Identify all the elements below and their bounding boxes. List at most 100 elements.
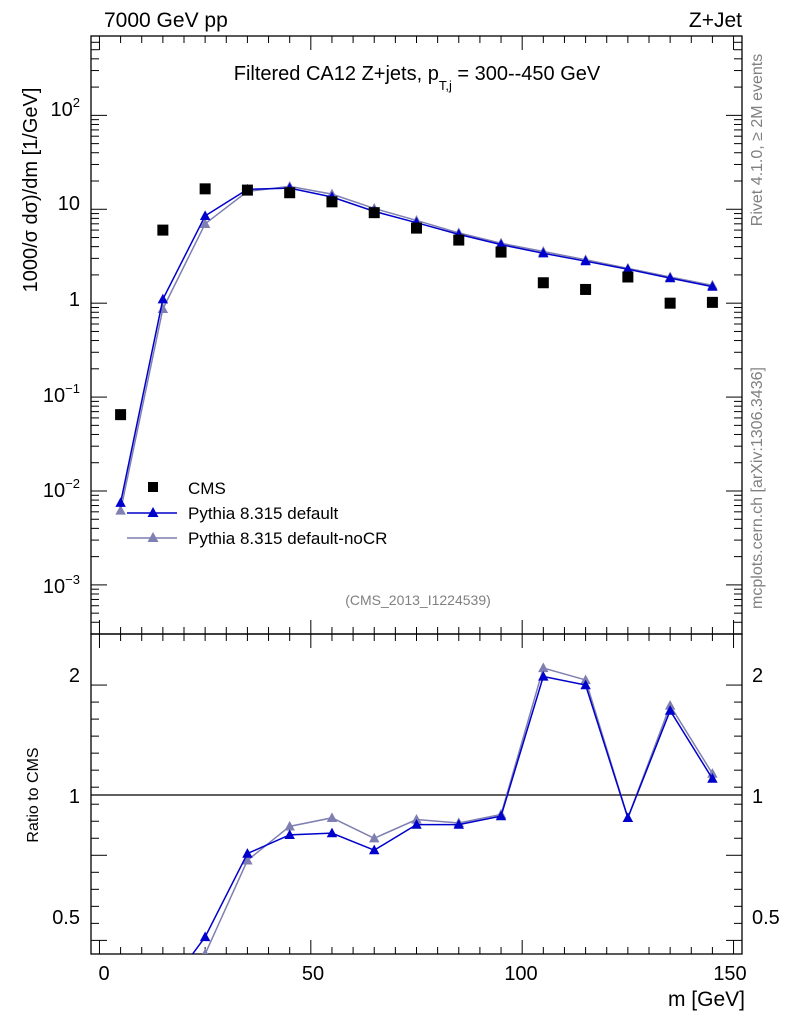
y-tick-base: 1: [69, 289, 80, 311]
ratio-series-layer: [115, 662, 718, 1014]
title-subscript: T,j: [439, 78, 452, 93]
series-marker-ratio: [242, 848, 253, 858]
cms-data-point: [326, 196, 338, 208]
ratio-panel-frame: [90, 633, 743, 955]
y-tick-label: 10: [58, 193, 80, 215]
x-axis-label: m [GeV]: [668, 988, 745, 1011]
legend-marker-cms: [148, 482, 158, 492]
series-marker-ratio: [158, 989, 168, 999]
series-marker-main: [664, 272, 676, 283]
y-tick-base: 10: [51, 99, 73, 121]
chart-title: Filtered CA12 Z+jets, pT,j = 300--450 Ge…: [234, 63, 601, 93]
header-right: Z+Jet: [689, 9, 742, 32]
series-marker-ratio: [326, 827, 338, 838]
cms-data-point: [622, 271, 634, 283]
title-main: Filtered CA12 Z+jets, p: [234, 63, 439, 85]
series-marker-ratio: [199, 931, 211, 942]
y-tick-label: 10−2: [43, 476, 80, 502]
ratio-tick-label-right: 2: [752, 665, 763, 687]
series-marker-ratio: [115, 1000, 125, 1010]
series-marker-main: [707, 281, 718, 291]
y-tick-label: 10−1: [43, 381, 80, 407]
series-marker-ratio: [284, 829, 295, 839]
series-marker-main: [495, 239, 507, 249]
y-tick-label: 10−3: [43, 572, 80, 598]
y-tick-base: 10: [43, 385, 65, 407]
y-tick-exp: −1: [65, 381, 80, 396]
cms-data-point: [495, 246, 507, 258]
x-tick-label: 100: [504, 963, 537, 985]
series-marker-main: [622, 263, 634, 274]
series-marker-ratio: [495, 810, 507, 821]
series-marker-ratio: [284, 820, 295, 831]
y-tick-label: 102: [51, 95, 80, 121]
x-tick-label: 150: [713, 963, 746, 985]
title-tail: = 300--450 GeV: [452, 63, 601, 85]
series-marker-ratio: [538, 662, 549, 673]
side-label-rivet: Rivet 4.1.0, ≥ 2M events: [749, 54, 766, 226]
series-marker-ratio: [158, 995, 168, 1005]
ratio-tick-label-right: 1: [752, 786, 763, 808]
y-tick-exp: 2: [73, 95, 80, 110]
series-marker-ratio: [453, 819, 464, 829]
series-marker-main: [157, 293, 169, 304]
series-marker-main: [115, 497, 126, 507]
cms-data-point: [199, 183, 211, 195]
series-line-main: [119, 185, 713, 511]
series-marker-ratio: [664, 705, 676, 715]
y-tick-base: 10: [43, 576, 65, 598]
series-marker-ratio: [369, 832, 380, 843]
y-tick-exp: −3: [65, 572, 80, 587]
series-marker-ratio: [622, 812, 634, 822]
cms-data-point: [706, 296, 718, 308]
axis-ticks: [91, 35, 742, 954]
legend-label-default: Pythia 8.315 default: [188, 504, 339, 523]
series-line-ratio: [191, 675, 714, 954]
ratio-tick-label-right: 0.5: [752, 907, 780, 929]
cms-data-point: [411, 222, 422, 234]
series-line-main: [119, 187, 713, 503]
y-axis-label-ratio: Ratio to CMS: [25, 747, 42, 842]
cms-data-point: [241, 184, 253, 196]
series-marker-ratio: [707, 773, 718, 783]
series-marker-main: [157, 303, 169, 313]
series-marker-ratio: [202, 948, 209, 954]
series-marker-ratio: [411, 819, 422, 829]
y-tick-labels-ratio: 2 1 0.5 2 1 0.5: [52, 665, 780, 929]
x-tick-label: 0: [98, 963, 109, 985]
ratio-tick-label-left: 1: [69, 786, 80, 808]
x-tick-label: 50: [302, 963, 324, 985]
analysis-label: (CMS_2013_I1224539): [345, 592, 491, 608]
y-tick-base: 10: [43, 480, 65, 502]
cms-data-point: [157, 224, 169, 236]
series-marker-ratio: [369, 844, 380, 855]
series-marker-main: [115, 504, 126, 515]
legend-marker-default: [147, 507, 159, 517]
series-line-ratio: [204, 667, 714, 954]
legend-label-cms: CMS: [188, 479, 226, 498]
cms-data-point: [115, 409, 127, 421]
cms-data-point: [537, 277, 549, 289]
ratio-tick-label-left: 0.5: [52, 907, 80, 929]
cms-data-point: [664, 297, 676, 309]
cms-data-point: [453, 234, 465, 246]
ratio-tick-label-left: 2: [69, 665, 80, 687]
series-marker-ratio: [326, 812, 338, 822]
series-marker-main: [538, 247, 549, 258]
series-marker-ratio: [538, 671, 549, 681]
x-tick-labels: 0 50 100 150: [98, 963, 746, 985]
cms-data-point: [368, 207, 380, 219]
legend-label-nocr: Pythia 8.315 default-noCR: [188, 529, 387, 548]
series-marker-ratio: [115, 1004, 125, 1014]
series-marker-main: [199, 218, 211, 228]
cms-data-point: [284, 187, 296, 199]
legend: CMS Pythia 8.315 default Pythia 8.315 de…: [127, 479, 387, 548]
y-tick-labels-main: 102 10 1 10−1 10−2 10−3: [43, 95, 80, 598]
series-marker-ratio: [411, 814, 422, 824]
y-tick-base: 10: [58, 193, 80, 215]
series-marker-main: [580, 255, 591, 266]
header-left: 7000 GeV pp: [104, 9, 228, 32]
y-tick-exp: −2: [65, 476, 80, 491]
side-label-mcplots: mcplots.cern.ch [arXiv:1306.3436]: [749, 367, 766, 609]
